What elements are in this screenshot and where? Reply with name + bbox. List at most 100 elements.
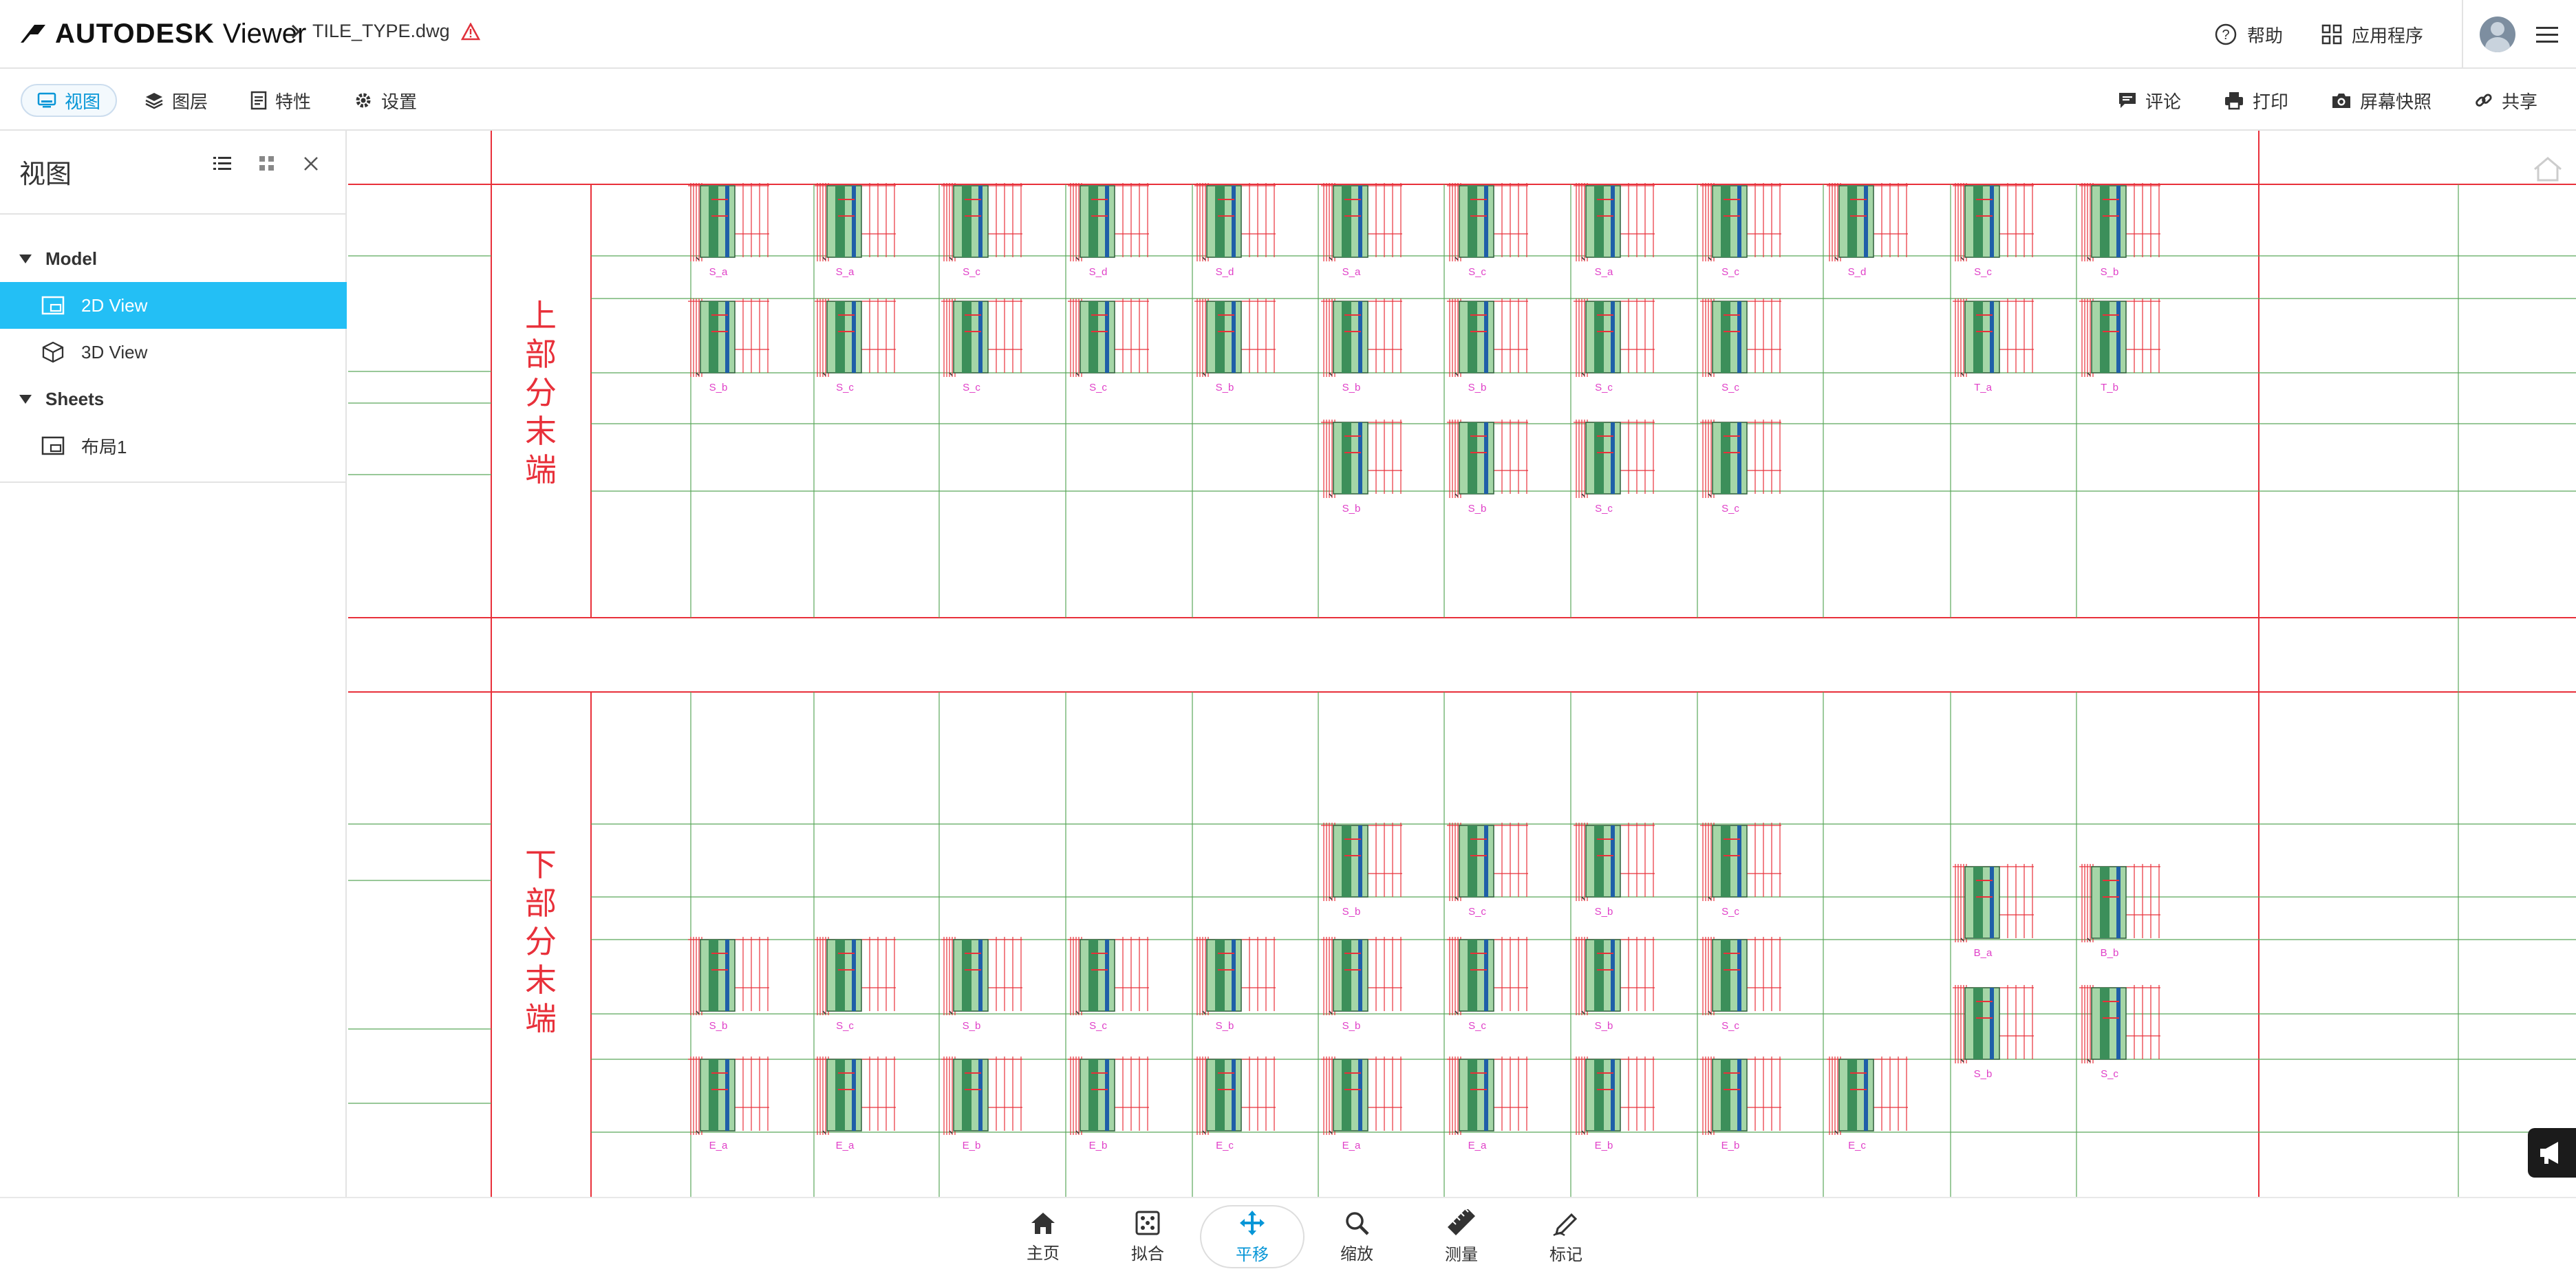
warning-icon[interactable] <box>460 22 480 41</box>
pan-button[interactable]: 平移 <box>1200 1205 1305 1268</box>
camera-icon <box>2332 94 2350 108</box>
drawing-canvas[interactable]: S_a S_a S_c S_d S_d S_a S_c S_a S_c S_d S_c S_b S_b S… <box>348 131 2576 1197</box>
tile-foot <box>1834 257 1838 261</box>
tile-edge <box>1990 867 1994 938</box>
home-button[interactable]: 主页 <box>991 1205 1095 1268</box>
tile-label: B_a <box>1974 947 1993 959</box>
panel-divider <box>0 481 347 483</box>
tree-group-sheets[interactable]: Sheets <box>0 376 347 422</box>
grid-view-icon[interactable] <box>259 155 275 172</box>
tree-item-2d-view[interactable]: 2D View <box>0 282 347 329</box>
announcement-button[interactable] <box>2528 1128 2576 1178</box>
tile-label: E_b <box>1721 1140 1740 1151</box>
tile-core <box>962 940 972 1011</box>
tile-label: S_c <box>1089 1020 1107 1032</box>
tile-core <box>2100 301 2110 373</box>
layers-icon <box>145 93 163 109</box>
markup-button[interactable]: 标记 <box>1514 1205 1618 1268</box>
fit-button[interactable]: 拟合 <box>1095 1205 1200 1268</box>
tile-core <box>1721 422 1730 494</box>
tile-edge <box>1611 301 1615 373</box>
markup-icon <box>1553 1213 1578 1236</box>
tile-foot <box>1960 1059 1964 1063</box>
tile-edge <box>1990 988 1994 1059</box>
tile-foot <box>949 1130 953 1134</box>
tile-core <box>1468 301 1477 373</box>
tile-edge <box>1232 1059 1236 1131</box>
tab-settings-label: 设置 <box>381 91 418 112</box>
tile-foot <box>1581 1010 1585 1015</box>
file-name[interactable]: TILE_TYPE.dwg <box>312 21 450 41</box>
tile-detail: B_a <box>1953 864 2034 959</box>
close-icon[interactable] <box>303 155 319 172</box>
tab-properties-label: 特性 <box>275 91 312 112</box>
tile-core <box>1721 186 1730 257</box>
tile-core <box>1215 1059 1225 1131</box>
autodesk-logo[interactable]: AUTODESK Viewer <box>19 17 306 51</box>
apps-label: 应用程序 <box>2351 25 2423 46</box>
tile-foot <box>822 1010 826 1015</box>
share-button[interactable]: 共享 <box>2459 84 2553 117</box>
tile-label: S_b <box>1342 1020 1361 1032</box>
tile-foot <box>696 1010 700 1015</box>
breadcrumb: TILE_TYPE.dwg <box>290 21 480 42</box>
tile-edge <box>978 186 983 257</box>
tile-label: S_d <box>1089 266 1108 278</box>
tile-label: S_c <box>1721 382 1739 393</box>
measure-button[interactable]: 测量 <box>1409 1205 1514 1268</box>
panel-divider <box>0 213 347 215</box>
tree-group-model[interactable]: Model <box>0 235 347 282</box>
tile-foot <box>1581 896 1585 900</box>
tab-layers[interactable]: 图层 <box>129 84 223 117</box>
tile-edge <box>852 301 856 373</box>
tile-edge <box>1737 825 1741 897</box>
tab-layers-label: 图层 <box>172 91 208 112</box>
sheet-2d-icon <box>41 436 65 455</box>
tab-settings[interactable]: 设置 <box>339 84 432 117</box>
zoom-button[interactable]: 缩放 <box>1305 1205 1409 1268</box>
tile-edge <box>1232 940 1236 1011</box>
tile-detail: E_a <box>688 1057 769 1151</box>
menu-icon[interactable] <box>2536 22 2558 47</box>
properties-icon <box>250 91 267 110</box>
tile-edge <box>725 1059 729 1131</box>
list-view-icon[interactable] <box>213 155 231 172</box>
tile-foot <box>1581 1130 1585 1134</box>
avatar[interactable] <box>2480 17 2515 52</box>
tree-item-layout1[interactable]: 布局1 <box>0 422 347 469</box>
caret-down-icon[interactable] <box>19 394 32 404</box>
tile-foot <box>1075 1130 1080 1134</box>
top-toolbar: 视图 图层 特性 设置 评论 打印 屏幕快照 共享 <box>0 69 2576 131</box>
tile-label: E_b <box>963 1140 981 1151</box>
tree-item-3d-view[interactable]: 3D View <box>0 329 347 376</box>
home-cube-icon[interactable] <box>2532 155 2564 183</box>
tile-edge <box>2116 988 2121 1059</box>
tile-edge <box>2116 301 2121 373</box>
tree-item-label: 2D View <box>81 294 148 316</box>
tab-view[interactable]: 视图 <box>21 84 118 117</box>
cad-drawing[interactable]: S_a S_a S_c S_d S_d S_a S_c S_a S_c S_d S_c S_b S_b S… <box>348 131 2576 1197</box>
tab-properties[interactable]: 特性 <box>235 84 326 117</box>
help-button[interactable]: ? 帮助 <box>2214 22 2283 47</box>
caret-down-icon[interactable] <box>19 254 32 263</box>
tile-edge <box>2116 867 2121 938</box>
tile-foot <box>949 1010 953 1015</box>
tile-foot <box>1202 372 1206 376</box>
tile-foot <box>2087 1059 2091 1063</box>
tile-foot <box>822 257 826 261</box>
tile-core <box>709 186 718 257</box>
megaphone-icon <box>2540 1142 2558 1164</box>
tile-detail: S_a <box>688 183 769 278</box>
views-panel: 视图 Model 2D View 3D View Sheets 布局1 <box>0 131 347 1197</box>
tile-detail: S_d <box>1068 183 1149 278</box>
apps-button[interactable]: 应用程序 <box>2321 22 2423 47</box>
tile-edge <box>1358 940 1362 1011</box>
tile-foot <box>2087 372 2091 376</box>
tile-core <box>1468 940 1477 1011</box>
print-button[interactable]: 打印 <box>2209 84 2304 117</box>
brand-name: AUTODESK <box>55 18 215 49</box>
screenshot-button[interactable]: 屏幕快照 <box>2316 84 2447 117</box>
tile-foot <box>1455 372 1459 376</box>
pan-icon <box>1240 1210 1265 1235</box>
comment-button[interactable]: 评论 <box>2103 84 2196 117</box>
